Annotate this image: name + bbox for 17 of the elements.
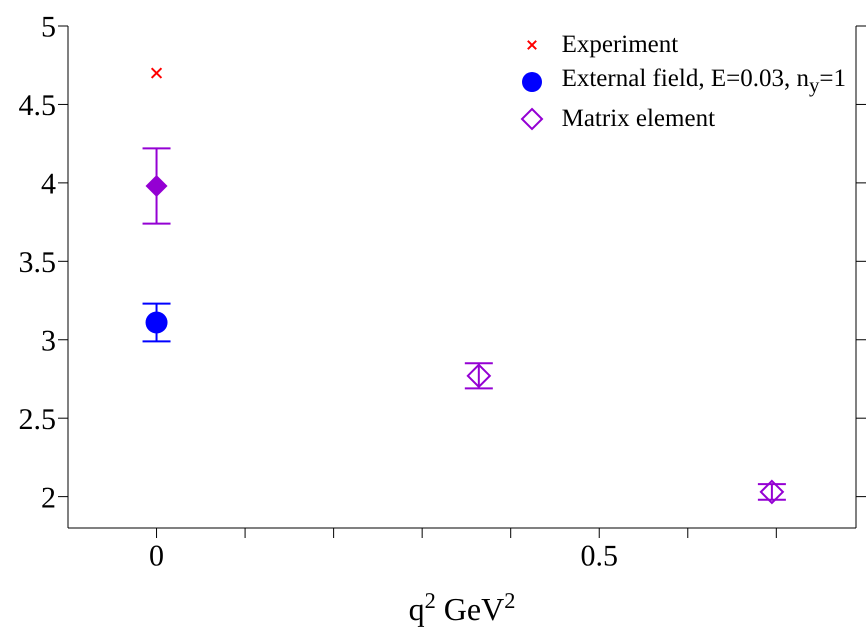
y-tick-label: 3	[41, 324, 56, 358]
legend-label: Experiment	[562, 30, 678, 60]
legend-label: External field, E=0.03, n$_{y}$=1	[562, 64, 846, 99]
y-tick-label: 2.5	[18, 402, 56, 436]
x-tick-label: 0	[149, 539, 164, 572]
y-tick-label: 5	[41, 10, 56, 44]
y-tick-label: 2	[41, 481, 56, 514]
y-tick-label: 4	[41, 168, 56, 201]
legend-label: Matrix element	[562, 104, 716, 134]
point	[146, 175, 168, 198]
point	[146, 311, 168, 334]
x-axis-title: q$^{2}$ GeV$^{2}$	[408, 588, 516, 627]
point	[150, 67, 162, 79]
point	[760, 480, 784, 504]
x-tick-label: 0.5	[580, 539, 618, 572]
y-tick-label: 4.5	[18, 89, 56, 122]
y-tick-label: 3.5	[18, 246, 56, 279]
